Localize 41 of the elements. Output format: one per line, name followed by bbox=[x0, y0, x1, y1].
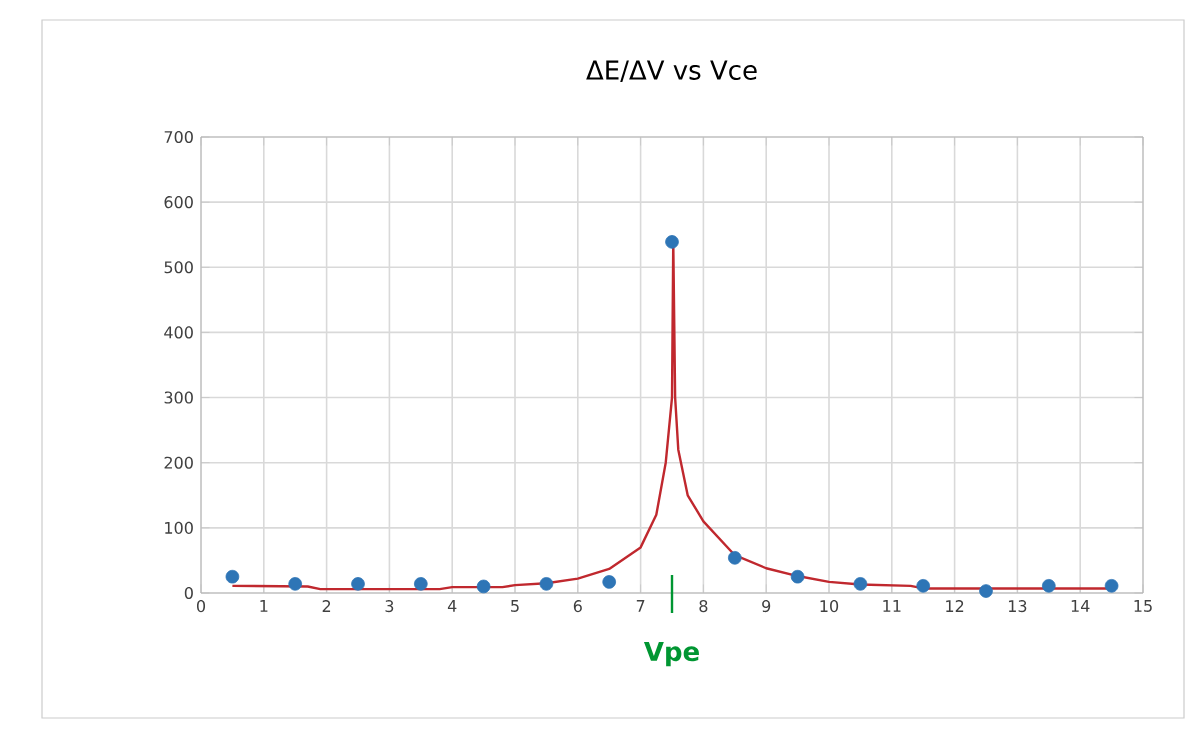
point bbox=[853, 577, 868, 591]
y-tick-label: 600 bbox=[164, 196, 193, 209]
x-tick-label: 7 bbox=[636, 600, 645, 612]
x-axis-title: Vpe bbox=[643, 641, 699, 667]
point bbox=[288, 577, 303, 591]
x-tick-label: 11 bbox=[883, 600, 901, 612]
point bbox=[728, 551, 742, 565]
x-tick-label: 1 bbox=[260, 600, 268, 612]
x-tick-label: 6 bbox=[573, 600, 582, 613]
point bbox=[539, 577, 554, 591]
x-tick-label: 4 bbox=[447, 600, 457, 612]
point bbox=[602, 575, 616, 589]
point bbox=[351, 577, 365, 591]
point bbox=[790, 569, 805, 584]
x-tick-label: 0 bbox=[196, 600, 206, 613]
point bbox=[916, 579, 930, 593]
point bbox=[665, 235, 679, 249]
x-tick-label: 2 bbox=[322, 600, 331, 612]
x-tick-label: 15 bbox=[1134, 600, 1152, 612]
x-tick-label: 13 bbox=[1008, 600, 1027, 613]
point bbox=[225, 569, 240, 584]
x-tick-label: 3 bbox=[385, 600, 394, 613]
y-tick-label: 300 bbox=[164, 391, 193, 404]
chart-title: ΔE/ΔV vs Vce bbox=[586, 60, 757, 82]
point bbox=[979, 584, 993, 598]
y-tick-label: 100 bbox=[165, 521, 193, 534]
y-tick-label: 700 bbox=[164, 130, 193, 144]
point bbox=[414, 577, 428, 591]
x-tick-label: 10 bbox=[820, 600, 839, 613]
y-tick-label: 200 bbox=[164, 456, 193, 469]
x-tick-label: 5 bbox=[511, 600, 519, 612]
point bbox=[476, 579, 491, 594]
point bbox=[1104, 579, 1119, 593]
x-tick-label: 12 bbox=[946, 600, 964, 612]
y-tick-label: 500 bbox=[164, 261, 193, 274]
point bbox=[1042, 579, 1056, 593]
x-tick-label: 9 bbox=[762, 600, 771, 613]
x-tick-label: 8 bbox=[699, 600, 708, 613]
y-tick-label: 0 bbox=[184, 586, 193, 600]
x-tick-label: 14 bbox=[1071, 600, 1090, 612]
y-tick-label: 400 bbox=[164, 326, 193, 339]
